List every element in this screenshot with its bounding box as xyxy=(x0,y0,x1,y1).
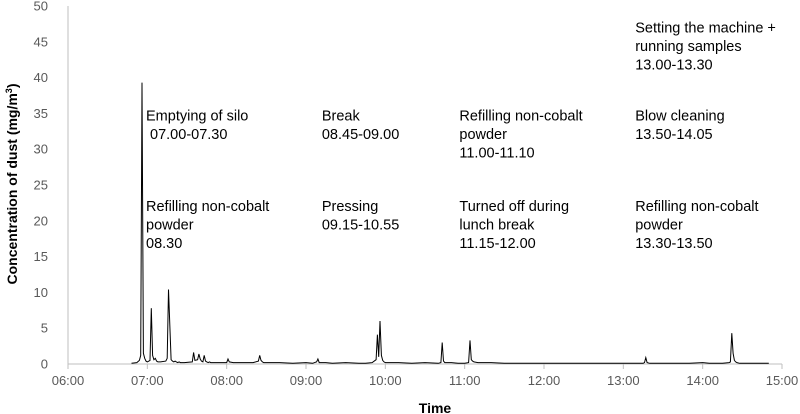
annotation-label: Blow cleaning 13.50-14.05 xyxy=(635,109,724,144)
annotation-label: Emptying of silo 07.00-07.30 xyxy=(146,109,248,144)
annotation-line: 13.50-14.05 xyxy=(635,127,712,143)
annotation-label: Pressing 09.15-10.55 xyxy=(322,199,399,234)
annotation-line: Emptying of silo xyxy=(146,109,248,125)
annotation-line: Refilling non-cobalt xyxy=(459,109,582,125)
annotation-line: 11.15-12.00 xyxy=(459,236,535,252)
annotation-label: Turned off during lunch break 11.15-12.00 xyxy=(459,199,569,252)
annotation-line: 08.30 xyxy=(146,236,182,252)
annotation-line: powder xyxy=(146,217,194,233)
y-tick-label: 5 xyxy=(41,321,48,336)
y-axis-title-close: ) xyxy=(4,83,20,88)
y-axis-title-sup: 3 xyxy=(4,88,14,93)
annotation-line: Turned off during xyxy=(459,199,569,215)
y-axis-title-main: Concentration of dust (mg/m xyxy=(4,93,20,284)
y-tick-label: 30 xyxy=(34,142,48,157)
x-axis-title: Time xyxy=(419,400,452,414)
annotation-label: Refilling non-cobalt powder 13.30-13.50 xyxy=(635,199,758,252)
annotation-line: 13.00-13.30 xyxy=(635,57,712,73)
annotation-line: Blow cleaning xyxy=(635,109,724,125)
x-tick-label: 07:00 xyxy=(131,373,164,388)
x-tick-label: 06:00 xyxy=(52,373,85,388)
annotation-line: Refilling non-cobalt xyxy=(635,199,758,215)
x-tick-label: 12:00 xyxy=(528,373,561,388)
annotation-line: 09.15-10.55 xyxy=(322,217,399,233)
annotation-line: 11.00-11.10 xyxy=(459,146,534,162)
y-tick-label: 10 xyxy=(34,285,48,300)
y-tick-label: 0 xyxy=(41,357,48,372)
dust-concentration-line xyxy=(131,82,769,364)
annotation-line: Break xyxy=(322,109,361,125)
annotation-line: 08.45-09.00 xyxy=(322,127,399,143)
annotations: Emptying of silo 07.00-07.30 Refilling no… xyxy=(146,20,776,251)
x-tick-label: 10:00 xyxy=(369,373,402,388)
x-tick-label: 08:00 xyxy=(210,373,243,388)
annotation-line: 13.30-13.50 xyxy=(635,236,712,252)
x-tick-label: 15:00 xyxy=(766,373,799,388)
x-axis-ticks: 06:00 07:00 08:00 09:00 10:00 11:00 12:00 13:00… xyxy=(52,364,799,388)
series-group xyxy=(131,82,769,364)
y-tick-label: 15 xyxy=(34,249,48,264)
x-tick-label: 13:00 xyxy=(607,373,640,388)
y-tick-label: 45 xyxy=(34,34,48,49)
x-tick-label: 11:00 xyxy=(449,373,481,388)
annotation-line: powder xyxy=(459,127,507,143)
x-tick-label: 14:00 xyxy=(686,373,719,388)
annotation-line: running samples xyxy=(635,39,741,55)
annotation-label: Break 08.45-09.00 xyxy=(322,109,399,144)
y-tick-label: 40 xyxy=(34,70,48,85)
y-tick-label: 50 xyxy=(34,0,48,14)
annotation-line: Pressing xyxy=(322,199,378,215)
y-tick-label: 20 xyxy=(34,213,48,228)
x-tick-label: 09:00 xyxy=(290,373,323,388)
y-axis-ticks: 0 5 10 15 20 25 30 35 40 45 50 xyxy=(34,0,48,372)
annotation-line: powder xyxy=(635,217,683,233)
y-axis-title: Concentration of dust (mg/m3) xyxy=(4,83,20,284)
annotation-line: Refilling non-cobalt xyxy=(146,199,269,215)
annotation-label: Refilling non-cobalt powder 11.00-11.10 xyxy=(459,109,582,162)
y-tick-label: 35 xyxy=(34,106,48,121)
annotation-label: Setting the machine + running samples 13.0… xyxy=(635,20,776,73)
annotation-line: lunch break xyxy=(459,217,535,233)
y-tick-label: 25 xyxy=(34,178,48,193)
annotation-line: Setting the machine + xyxy=(635,20,776,36)
annotation-label: Refilling non-cobalt powder 08.30 xyxy=(146,199,269,252)
annotation-line: 07.00-07.30 xyxy=(146,127,227,143)
